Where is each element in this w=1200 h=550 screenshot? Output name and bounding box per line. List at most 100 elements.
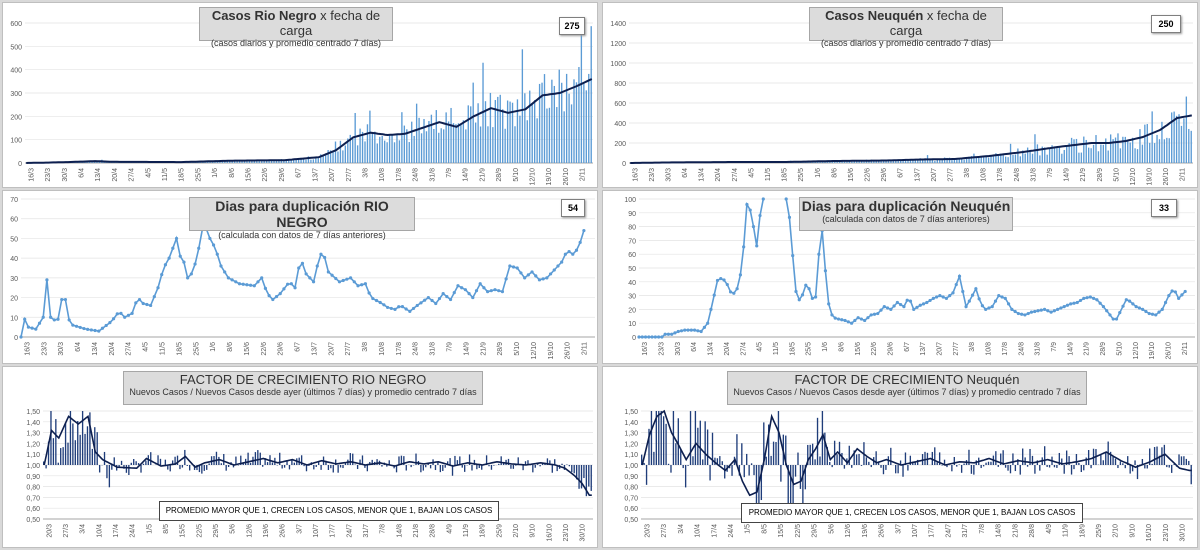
data-point <box>408 309 412 313</box>
bar <box>936 462 938 465</box>
data-point <box>563 252 567 256</box>
bar <box>433 128 435 163</box>
panel-factor-neuquen: 0,50 0,60 0,70 0,80 0,90 1,00 1,10 1,20 1,30 1,40… <box>602 366 1198 548</box>
x-tick-label: 5/6 <box>230 524 237 534</box>
x-tick-label: 26/10 <box>1165 342 1172 360</box>
bar <box>1095 135 1097 163</box>
bar <box>1185 458 1188 465</box>
bar <box>963 463 965 465</box>
data-point <box>1150 312 1155 316</box>
bar <box>271 462 274 465</box>
data-point <box>234 280 238 284</box>
bar <box>359 128 361 163</box>
bar <box>1063 149 1065 163</box>
x-tick-label: 27/7 <box>346 168 353 182</box>
chart-casos-neuquen: 0 200 400 600 800 1000 1200 1400 16/3 23/3 30/3 6/4… <box>610 21 1193 186</box>
bar <box>302 158 305 163</box>
bar <box>1166 465 1168 468</box>
bar <box>425 131 428 163</box>
bar <box>273 160 275 163</box>
bar <box>337 465 339 473</box>
x-tick-label: 24/8 <box>413 342 420 356</box>
bar <box>960 465 963 473</box>
bar <box>1063 465 1065 474</box>
data-point <box>709 307 713 311</box>
bar <box>261 161 263 163</box>
x-tick-label: 4/5 <box>143 342 150 352</box>
bar <box>81 411 84 465</box>
bar <box>1146 124 1148 163</box>
y-tick-label: 1,40 <box>624 420 638 427</box>
bar <box>524 461 527 465</box>
data-point <box>1154 313 1158 317</box>
x-tick-label: 20/4 <box>112 168 119 182</box>
bar <box>1102 460 1104 465</box>
bar <box>120 460 123 465</box>
data-point <box>787 215 792 219</box>
data-point <box>791 253 795 258</box>
x-tick-label: 12/10 <box>530 168 537 186</box>
bar <box>1141 458 1144 465</box>
bar <box>667 463 670 465</box>
bar <box>219 161 221 163</box>
panel-duplicacion-rio-negro: 0 10 20 30 40 50 60 70 16/3 23/3 30/3 6/4 13/4 20/4 27… <box>2 190 598 364</box>
y-tick-label: 0,80 <box>624 485 638 492</box>
bar <box>1000 153 1002 163</box>
data-point <box>226 276 230 280</box>
bar <box>897 465 899 474</box>
x-tick-label: 15/5 <box>778 524 785 538</box>
bar <box>111 465 113 470</box>
data-point <box>905 298 909 302</box>
data-point <box>560 260 564 264</box>
x-tick-label: 13/4 <box>708 342 715 356</box>
data-point <box>640 335 644 339</box>
chart-title-bold: Casos Neuquén <box>825 8 924 23</box>
data-point <box>706 321 710 325</box>
x-tick-label: 13/7 <box>311 342 318 356</box>
x-tick-label: 28/9 <box>497 342 504 356</box>
x-tick-label: 27/4 <box>126 342 133 356</box>
bar <box>929 158 931 163</box>
x-tick-label: 29/5 <box>812 524 819 538</box>
x-tick-label: 21/8 <box>1012 524 1019 538</box>
x-tick-label: 17/4 <box>711 524 718 538</box>
bar <box>573 465 575 474</box>
bar <box>573 79 575 163</box>
bar <box>704 421 706 465</box>
x-tick-label: 16/3 <box>24 342 31 356</box>
y-tick-label: 1,00 <box>624 463 638 470</box>
x-tick-label: 31/7 <box>363 524 370 538</box>
bar <box>383 140 386 163</box>
bar <box>77 421 79 465</box>
bar <box>108 465 111 488</box>
bar <box>339 140 342 163</box>
data-point <box>360 283 364 287</box>
bar <box>438 132 440 163</box>
bar <box>395 465 398 473</box>
bar <box>578 67 580 163</box>
bar <box>990 155 992 163</box>
x-tick-label: 25/5 <box>195 168 202 182</box>
bar <box>1053 465 1056 468</box>
bar <box>853 161 855 163</box>
bar <box>221 160 224 163</box>
x-tick-label: 20/4 <box>109 342 116 356</box>
data-point <box>160 272 164 277</box>
bar <box>52 438 55 465</box>
bar <box>1022 448 1024 465</box>
data-point <box>82 326 86 331</box>
bar <box>956 465 958 467</box>
bar <box>802 465 804 517</box>
bar <box>677 418 679 465</box>
data-point <box>537 278 542 282</box>
bar <box>286 460 288 465</box>
bar <box>366 124 369 163</box>
panel-factor-rio-negro: 0,50 0,60 0,70 0,80 0,90 1,00 1,10 1,20 1,30 1,40… <box>2 366 598 548</box>
bar <box>538 83 541 163</box>
data-point <box>319 252 323 256</box>
bar <box>420 465 422 473</box>
data-point <box>1127 299 1132 303</box>
x-tick-label: 4/5 <box>145 168 152 178</box>
data-point <box>647 335 651 339</box>
data-point <box>515 266 519 270</box>
